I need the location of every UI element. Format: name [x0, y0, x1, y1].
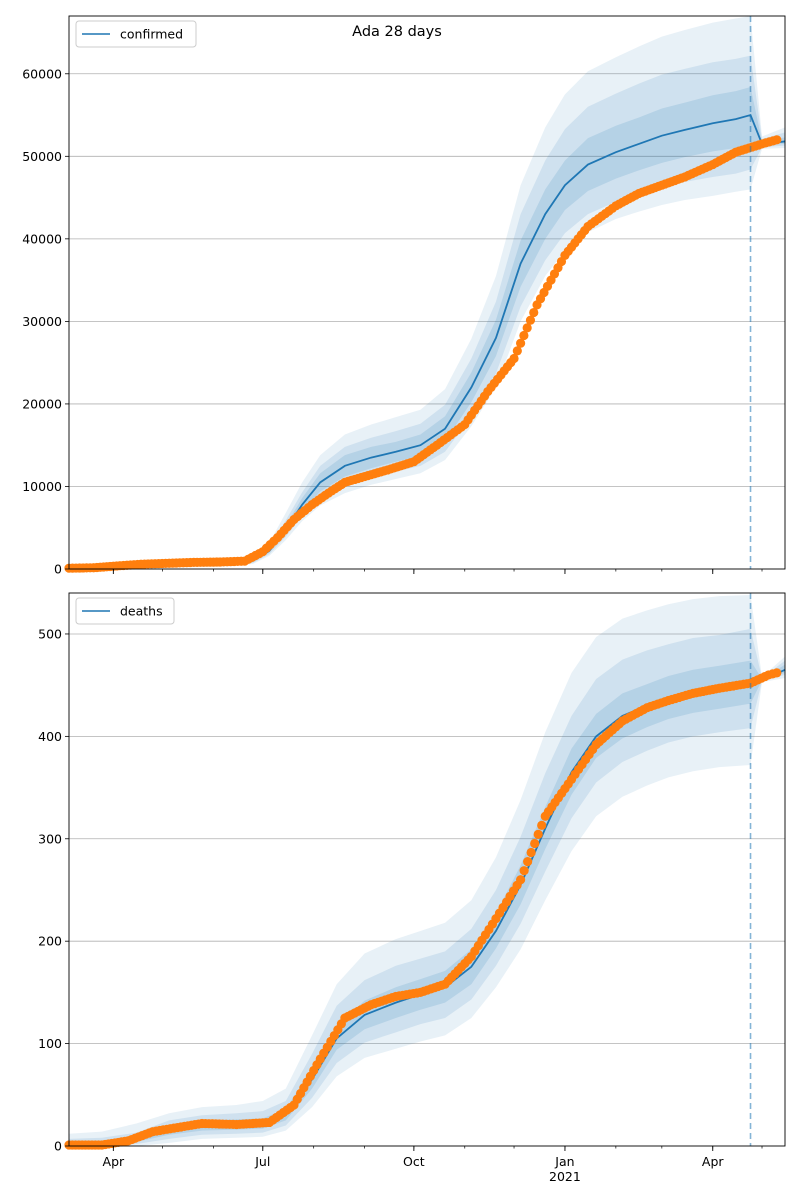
- uncertainty-band: [69, 16, 785, 569]
- y-grid: [69, 633, 785, 1044]
- y-tick-label: 500: [38, 626, 62, 641]
- observed-point: [512, 346, 522, 356]
- observed-points: [64, 135, 782, 573]
- observed-point: [772, 135, 782, 145]
- observed-point: [526, 847, 536, 858]
- y-tick-labels: 0 10000 20000 30000 40000 50000 60000: [22, 66, 69, 577]
- observed-point: [529, 307, 539, 318]
- legend-label: confirmed: [120, 27, 183, 42]
- x-tick-sublabel: 2021: [549, 1169, 581, 1184]
- uncertainty-band: [69, 660, 785, 1146]
- observed-point: [525, 315, 536, 325]
- y-grid: [69, 73, 785, 487]
- legend-box: [75, 597, 175, 625]
- observed-points: [64, 668, 782, 1150]
- y-tick-label: 400: [38, 729, 62, 744]
- observed-point: [772, 668, 782, 678]
- observed-point: [530, 838, 540, 849]
- x-ticks: [112, 569, 763, 574]
- y-tick-label: 40000: [22, 231, 62, 246]
- axes-border: [68, 15, 786, 570]
- legend-box: [75, 20, 197, 48]
- y-tick-label: 0: [54, 1139, 62, 1154]
- observed-point: [537, 820, 547, 830]
- figure-title: Ada 28 days: [352, 24, 442, 40]
- observed-point: [519, 330, 529, 341]
- observed-point: [519, 866, 529, 876]
- observed-point: [522, 323, 532, 333]
- observed-point: [516, 338, 526, 348]
- y-tick-label: 0: [54, 562, 62, 577]
- observed-point: [509, 353, 519, 364]
- uncertainty-band: [69, 628, 785, 1146]
- uncertainty-band: [69, 86, 785, 569]
- axes-frame: [68, 592, 786, 1147]
- uncertainty-bands: [69, 16, 785, 569]
- uncertainty-band: [69, 55, 785, 569]
- y-tick-labels: 0 100 200 300 400 500: [38, 626, 69, 1154]
- y-tick-label: 60000: [22, 66, 62, 81]
- x-tick-label: Jul: [254, 1154, 270, 1169]
- y-tick-label: 300: [38, 831, 62, 846]
- y-tick-label: 50000: [22, 149, 62, 164]
- x-tick-label: Jan: [554, 1154, 574, 1169]
- uncertainty-bands: [69, 595, 785, 1146]
- axes-frame: [68, 15, 786, 570]
- observed-point: [533, 829, 543, 839]
- legend-label: deaths: [120, 604, 163, 619]
- y-tick-label: 30000: [22, 314, 62, 329]
- legend: confirmed: [75, 20, 197, 48]
- x-tick-label: Apr: [702, 1154, 724, 1169]
- confirmed-panel: 0 10000 20000 30000 40000 50000 60000 confirme…: [22, 15, 786, 577]
- observed-point: [523, 857, 533, 867]
- observed-point: [516, 875, 526, 885]
- x-tick-label: Oct: [403, 1154, 425, 1169]
- legend: deaths: [75, 597, 175, 625]
- y-tick-label: 20000: [22, 396, 62, 411]
- y-tick-label: 100: [38, 1036, 62, 1051]
- axes-border: [68, 592, 786, 1147]
- x-tick-label: Apr: [103, 1154, 125, 1169]
- y-tick-label: 10000: [22, 479, 62, 494]
- y-tick-label: 200: [38, 934, 62, 949]
